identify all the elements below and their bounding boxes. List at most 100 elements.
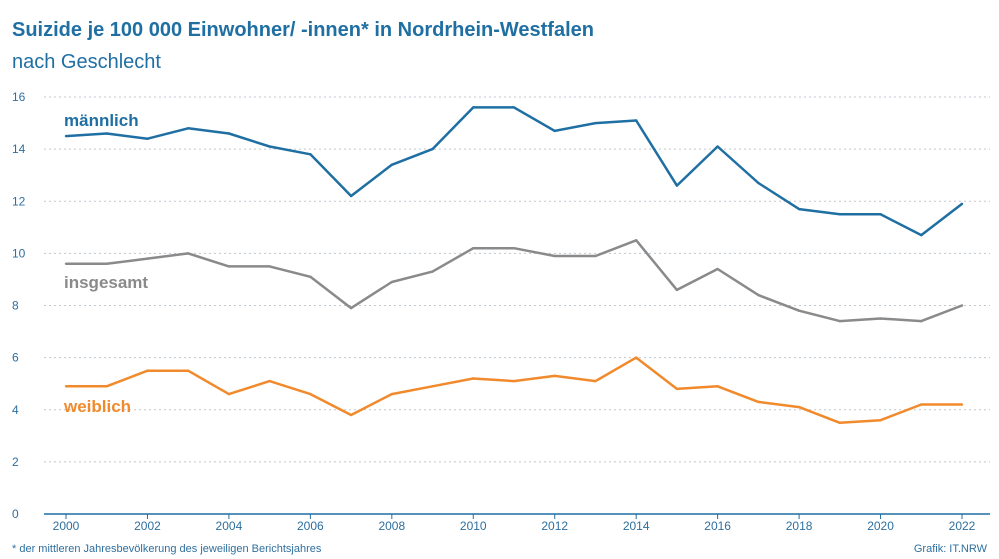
data-point xyxy=(512,246,516,250)
data-point xyxy=(227,392,231,396)
data-point xyxy=(716,267,719,271)
y-tick-label: 16 xyxy=(12,90,26,104)
data-point xyxy=(634,356,638,359)
footnote: * der mittleren Jahresbevölkerung des je… xyxy=(12,543,322,555)
data-point xyxy=(960,403,964,406)
y-tick-label: 2 xyxy=(12,455,19,469)
data-point xyxy=(349,194,353,198)
data-point xyxy=(431,147,434,151)
x-tick-label: 2008 xyxy=(378,519,405,533)
gridlines xyxy=(44,96,990,463)
data-point xyxy=(64,385,68,388)
data-point xyxy=(309,392,312,396)
data-point xyxy=(675,387,679,391)
data-point xyxy=(390,392,394,396)
x-tick-label: 2014 xyxy=(623,519,650,533)
data-point xyxy=(512,106,516,109)
x-tick-label: 2016 xyxy=(704,519,731,533)
data-point xyxy=(309,275,312,279)
data-point xyxy=(553,129,556,133)
series-lines xyxy=(64,106,964,425)
data-point xyxy=(838,213,842,216)
data-point xyxy=(879,317,882,320)
data-point xyxy=(186,127,190,130)
data-point xyxy=(227,132,231,135)
data-point xyxy=(105,132,108,135)
data-point xyxy=(757,293,760,297)
data-point xyxy=(634,239,638,242)
data-point xyxy=(838,319,842,323)
chart-title: Suizide je 100 000 Einwohner/ -innen* in… xyxy=(12,19,594,41)
data-point xyxy=(797,309,801,312)
data-point xyxy=(186,369,190,372)
y-tick-label: 4 xyxy=(12,403,19,417)
data-point xyxy=(390,163,394,166)
x-tick-label: 2010 xyxy=(460,519,487,533)
y-tick-label: 0 xyxy=(12,507,19,521)
series-label: insgesamt xyxy=(64,273,148,292)
x-tick-label: 2018 xyxy=(786,519,813,533)
data-point xyxy=(675,184,679,187)
data-point xyxy=(797,207,801,211)
x-tick-label: 2006 xyxy=(297,519,324,533)
source-credit: Grafik: IT.NRW xyxy=(914,543,988,555)
data-point xyxy=(472,106,475,109)
data-point xyxy=(349,306,353,310)
data-point xyxy=(960,202,964,206)
x-tick-label: 2004 xyxy=(216,519,243,533)
data-point xyxy=(594,121,597,125)
data-point xyxy=(838,421,842,424)
data-point xyxy=(594,254,597,258)
data-point xyxy=(472,377,475,380)
data-point xyxy=(146,369,149,372)
data-point xyxy=(594,379,597,383)
data-point xyxy=(146,137,149,140)
data-point xyxy=(268,145,271,148)
data-point xyxy=(64,134,68,138)
data-point xyxy=(472,246,475,250)
data-point xyxy=(879,213,882,216)
data-point xyxy=(716,385,719,388)
y-tick-label: 14 xyxy=(12,142,26,156)
data-point xyxy=(879,418,882,422)
series-labels: männlich insgesamt weiblich xyxy=(63,111,148,416)
data-point xyxy=(349,413,353,417)
data-point xyxy=(186,252,190,255)
data-point xyxy=(920,319,923,323)
y-tick-label: 8 xyxy=(12,299,19,313)
x-tick-label: 2002 xyxy=(134,519,161,533)
data-point xyxy=(268,265,271,268)
data-point xyxy=(797,405,801,409)
data-point xyxy=(431,270,434,273)
data-point xyxy=(920,403,923,406)
data-point xyxy=(390,280,394,284)
data-point xyxy=(757,400,760,404)
y-tick-label: 10 xyxy=(12,246,26,260)
data-point xyxy=(553,254,556,258)
series-line-insgesamt xyxy=(66,239,963,323)
data-point xyxy=(920,233,923,237)
series-line-weiblich xyxy=(66,356,962,425)
x-tick-label: 2022 xyxy=(949,519,976,533)
data-point xyxy=(227,265,231,268)
series-label: weiblich xyxy=(63,397,131,416)
data-point xyxy=(553,374,556,378)
y-tick-label: 12 xyxy=(12,194,26,208)
chart-subtitle: nach Geschlecht xyxy=(12,51,161,73)
data-point xyxy=(757,181,760,185)
x-tick-label: 2012 xyxy=(541,519,568,533)
x-tick-label: 2000 xyxy=(53,519,80,533)
data-point xyxy=(960,304,964,307)
x-tick-labels: 2000 2002 2004 2006 2008 2010 2012 2014 2016 2018… xyxy=(53,514,976,533)
data-point xyxy=(716,145,719,148)
x-tick-label: 2020 xyxy=(867,519,894,533)
data-point xyxy=(105,262,108,265)
data-point xyxy=(64,262,68,265)
data-point xyxy=(431,385,434,388)
data-point xyxy=(105,385,108,388)
y-tick-label: 6 xyxy=(12,351,19,365)
data-point xyxy=(634,119,638,122)
data-point xyxy=(309,153,312,156)
data-point xyxy=(268,379,271,383)
